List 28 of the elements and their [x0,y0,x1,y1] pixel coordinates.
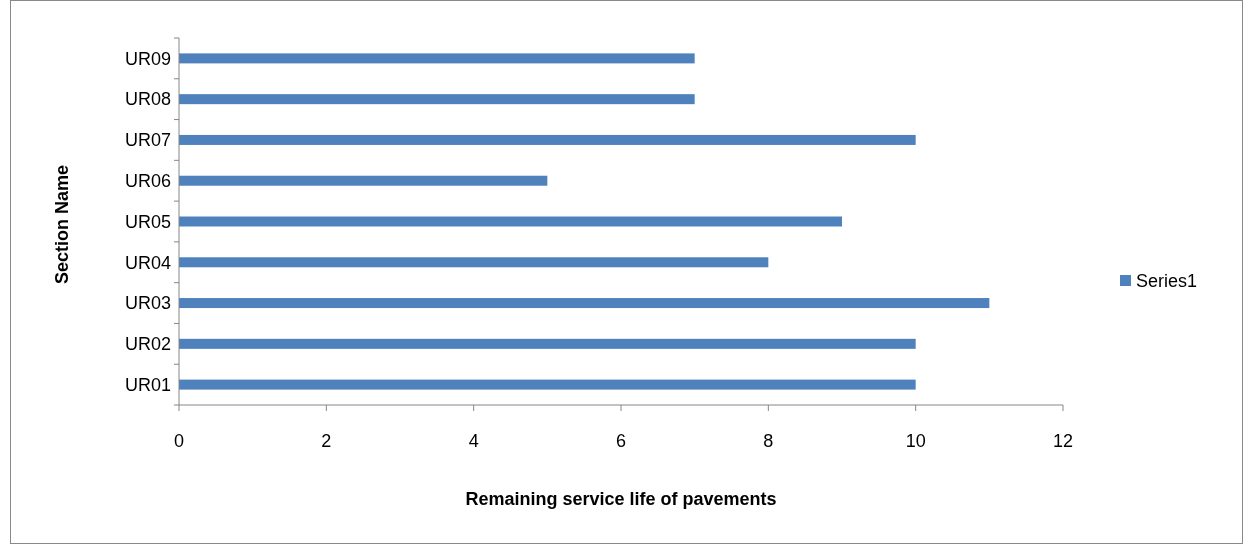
x-axis-title: Remaining service life of pavements [465,489,777,509]
y-axis-title: Section Name [52,164,72,285]
x-tick-label: 10 [905,431,926,451]
y-tick-label: UR07 [124,130,171,151]
bar [179,175,548,186]
bar [179,338,916,349]
bar [179,257,769,268]
x-tick-label: 4 [468,431,479,451]
y-tick-label: UR09 [124,48,171,69]
y-tick-label: UR01 [124,374,171,395]
bar [179,216,842,227]
y-tick-label: UR02 [124,334,171,355]
y-tick-label: UR05 [124,211,171,232]
x-tick-label: 2 [321,431,332,451]
y-tick-label: UR08 [124,89,171,110]
legend-label: Series1 [1136,271,1198,292]
bar [179,53,695,64]
y-tick-label: UR03 [124,293,171,314]
x-tick-label: 6 [615,431,627,451]
x-tick-label: 12 [1052,431,1074,451]
bar [179,134,916,145]
y-tick-label: UR06 [124,171,171,192]
bar [179,379,916,390]
y-tick-label: UR04 [124,252,171,273]
x-tick-label: 0 [173,431,185,451]
bar [179,94,695,105]
x-tick-label: 8 [763,431,774,451]
bar [179,298,990,309]
